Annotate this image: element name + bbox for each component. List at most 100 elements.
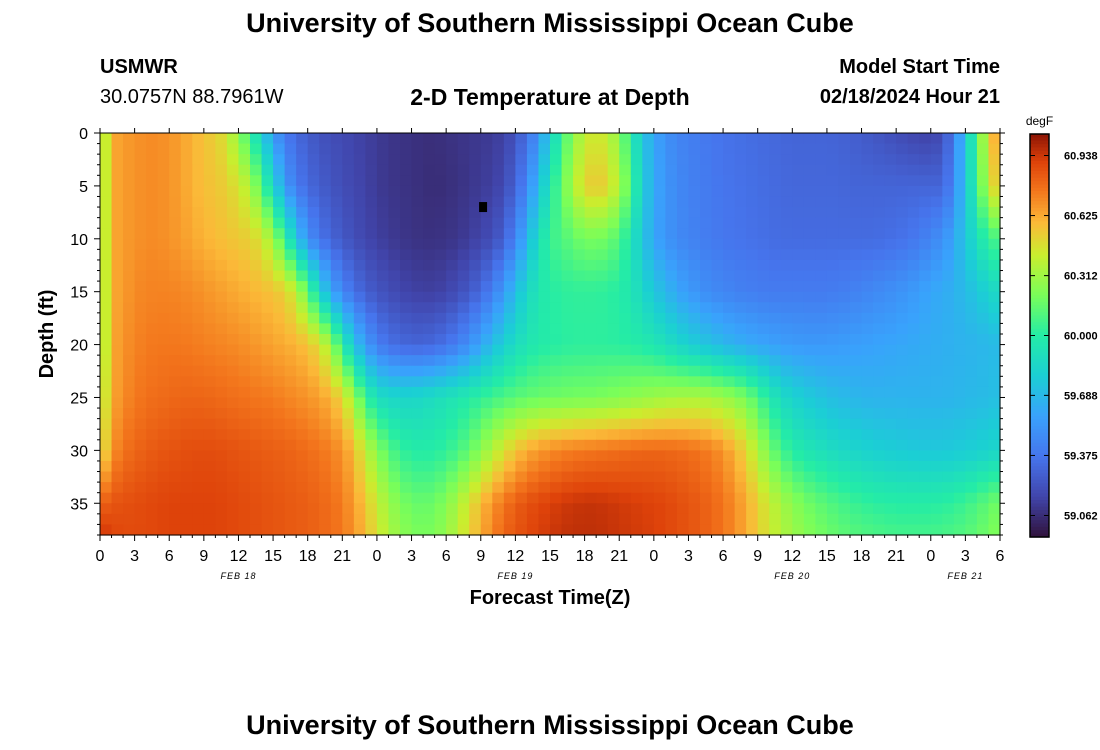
heatmap-cell <box>596 408 609 420</box>
heatmap-cell <box>192 439 205 451</box>
heatmap-cell <box>803 175 816 187</box>
heatmap-cell <box>123 143 136 155</box>
heatmap-cell <box>607 397 620 409</box>
heatmap-cell <box>319 291 332 303</box>
heatmap-cell <box>157 429 170 441</box>
heatmap-cell <box>411 164 424 176</box>
heatmap-cell <box>700 175 713 187</box>
heatmap-cell <box>423 450 436 462</box>
heatmap-cell <box>607 460 620 473</box>
heatmap-cell <box>988 164 1001 176</box>
heatmap-cell <box>550 302 563 314</box>
heatmap-cell <box>907 302 920 314</box>
heatmap-cell <box>169 344 182 356</box>
heatmap-cell <box>296 376 309 388</box>
heatmap-cell <box>930 259 943 272</box>
heatmap-cell <box>411 228 424 240</box>
heatmap-cell <box>861 471 874 483</box>
heatmap-cell <box>584 281 597 293</box>
heatmap-cell <box>100 249 113 261</box>
heatmap-cell <box>134 133 147 145</box>
heatmap-cell <box>492 259 505 272</box>
heatmap-cell <box>757 323 770 335</box>
heatmap-cell <box>561 259 574 272</box>
heatmap-cell <box>769 513 782 526</box>
heatmap-cell <box>411 460 424 473</box>
heatmap-cell <box>226 249 240 261</box>
heatmap-cell <box>423 228 436 240</box>
heatmap-cell <box>861 344 874 356</box>
heatmap-cell <box>896 238 909 250</box>
heatmap-cell <box>988 524 1001 536</box>
heatmap-cell <box>850 270 863 282</box>
heatmap-cell <box>226 302 240 314</box>
heatmap-cell <box>423 217 436 229</box>
heatmap-cell <box>203 323 216 335</box>
heatmap-cell <box>319 429 332 441</box>
heatmap-cell <box>457 450 470 462</box>
heatmap-cell <box>307 228 320 240</box>
heatmap-cell <box>319 217 332 229</box>
heatmap-cell <box>734 196 747 208</box>
heatmap-cell <box>365 344 378 356</box>
heatmap-cell <box>596 154 609 166</box>
heatmap-cell <box>492 143 505 155</box>
heatmap-cell <box>480 460 493 473</box>
heatmap-cell <box>100 513 113 526</box>
heatmap-cell <box>134 259 147 272</box>
heatmap-cell <box>665 270 678 282</box>
heatmap-cell <box>976 386 990 399</box>
heatmap-cell <box>826 196 840 208</box>
heatmap-cell <box>930 344 943 356</box>
heatmap-cell <box>215 143 228 155</box>
colorbar-segment <box>1030 382 1049 387</box>
heatmap-cell <box>411 281 424 293</box>
heatmap-cell <box>157 386 170 399</box>
x-tick-label: 21 <box>333 548 351 565</box>
heatmap-cell <box>688 323 701 335</box>
colorbar-segment <box>1030 416 1049 421</box>
colorbar-segment <box>1030 281 1049 286</box>
heatmap-cell <box>838 355 851 367</box>
heatmap-cell <box>896 302 909 314</box>
heatmap-cell <box>307 429 320 441</box>
heatmap-cell <box>400 259 413 272</box>
heatmap-cell <box>423 386 436 399</box>
heatmap-cell <box>919 408 932 420</box>
heatmap-cell <box>226 259 240 272</box>
heatmap-cell <box>538 175 551 187</box>
heatmap-cell <box>446 524 459 536</box>
heatmap-cell <box>619 386 632 399</box>
heatmap-cell <box>388 143 401 155</box>
heatmap-cell <box>284 207 297 219</box>
heatmap-cell <box>919 270 932 282</box>
heatmap-cell <box>480 133 493 145</box>
heatmap-cell <box>146 185 159 198</box>
heatmap-cell <box>146 302 159 314</box>
heatmap-cell <box>780 418 793 430</box>
heatmap-cell <box>146 228 159 240</box>
heatmap-cell <box>146 471 159 483</box>
heatmap-cell <box>757 492 770 504</box>
heatmap-cell <box>134 312 147 325</box>
heatmap-cell <box>561 408 574 420</box>
heatmap-cell <box>423 429 436 441</box>
heatmap-cell <box>169 376 182 388</box>
heatmap-cell <box>388 259 401 272</box>
heatmap-cell <box>573 312 586 325</box>
heatmap-cell <box>457 270 470 282</box>
heatmap-cell <box>538 228 551 240</box>
heatmap-cell <box>457 429 470 441</box>
heatmap-cell <box>480 439 493 451</box>
heatmap-cell <box>607 513 620 526</box>
heatmap-cell <box>734 238 747 250</box>
heatmap-cell <box>284 185 297 198</box>
heatmap-cell <box>376 344 390 356</box>
heatmap-cell <box>850 281 863 293</box>
y-tick-label: 10 <box>70 232 88 249</box>
heatmap-cell <box>607 471 620 483</box>
heatmap-cell <box>296 482 309 494</box>
heatmap-cell <box>250 249 263 261</box>
date-label: FEB 18 <box>220 571 256 581</box>
y-axis-label: Depth (ft) <box>36 290 58 379</box>
